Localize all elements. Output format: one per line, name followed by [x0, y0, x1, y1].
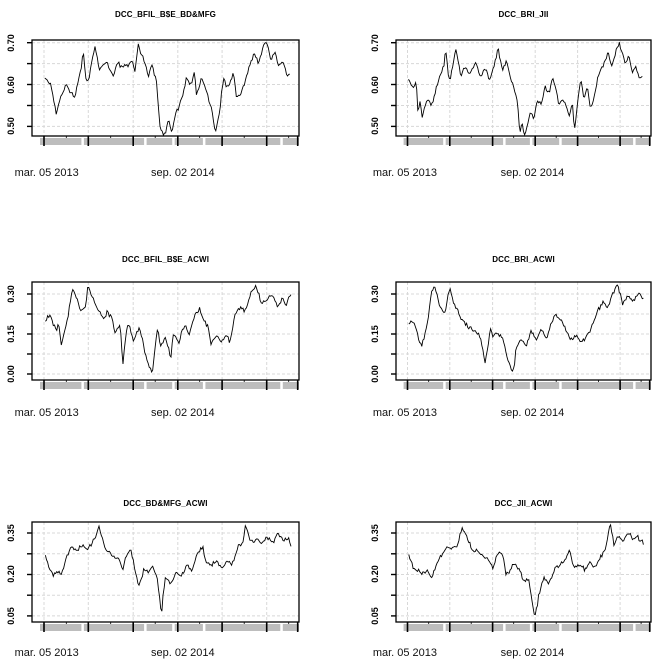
figure-canvas: DCC_BFIL_B$E_BD&MFG mar. 05 2013 sep. 02…	[6, 10, 652, 659]
plots-svg	[27, 39, 652, 632]
